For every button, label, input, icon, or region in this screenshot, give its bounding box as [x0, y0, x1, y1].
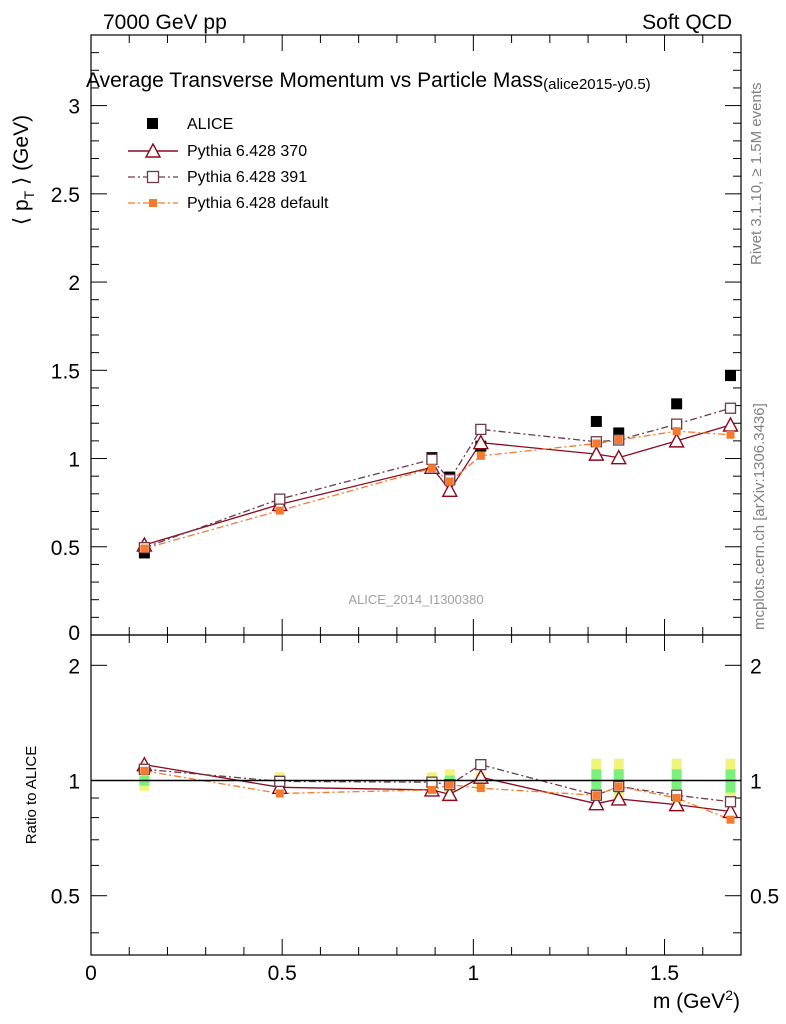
- ratio-point-pythia-391: [274, 775, 286, 787]
- plot-subtitle: (alice2015-y0.5): [543, 76, 651, 93]
- ratio-point-pythia-370: [610, 790, 627, 806]
- main-series-line-pythia-370: [144, 424, 731, 546]
- main-series-line-pythia-391: [144, 407, 731, 549]
- main-point-alice: [671, 398, 683, 410]
- main-y-tick-label: 2.5: [51, 184, 80, 207]
- main-point-pythia-391: [426, 453, 438, 466]
- main-y-tick-label: 2: [68, 272, 80, 295]
- legend-label-alice: ALICE: [187, 116, 233, 133]
- ratio-point-pythia-default: [140, 766, 149, 775]
- main-point-pythia-391: [724, 402, 737, 414]
- ratio-point-pythia-391: [426, 776, 438, 788]
- ratio-point-pythia-370: [441, 785, 458, 802]
- ratio-point-pythia-370: [588, 795, 605, 811]
- legend: ALICE Pythia 6.428 370 Pythia 6.428 391 …: [128, 116, 329, 212]
- main-point-alice: [590, 415, 602, 427]
- ratio-y-tick-label: 2: [68, 655, 80, 678]
- main-point-pythia-default: [726, 430, 735, 439]
- main-y-axis-label: ⟨ pT ⟩ (GeV): [10, 115, 37, 225]
- x-tick-label: 1: [468, 962, 480, 985]
- legend-label-default: Pythia 6.428 default: [187, 195, 329, 212]
- ratio-point-pythia-default: [427, 785, 436, 794]
- header-left: 7000 GeV pp: [103, 11, 227, 34]
- main-point-alice: [613, 427, 625, 439]
- main-point-pythia-default: [140, 544, 149, 553]
- ratio-y-tick-label-right: 2: [750, 655, 762, 678]
- analysis-watermark: ALICE_2014_I1300380: [348, 592, 483, 607]
- main-y-tick-label: 1.5: [51, 360, 80, 383]
- x-axis-label: m (GeV2): [653, 987, 740, 1013]
- main-y-tick-label: 3: [68, 96, 80, 119]
- main-point-pythia-default: [427, 464, 436, 473]
- ratio-point-pythia-391: [475, 759, 487, 771]
- legend-marker-alice: [147, 118, 158, 129]
- main-y-tick-label: 0.5: [51, 537, 80, 560]
- main-point-pythia-370: [722, 416, 739, 432]
- ratio-point-pythia-default: [672, 794, 681, 803]
- ratio-point-pythia-default: [275, 789, 284, 798]
- legend-marker-391: [146, 170, 160, 184]
- main-series-line-pythia-default: [144, 430, 731, 550]
- main-point-pythia-391: [274, 493, 286, 505]
- ratio-point-pythia-default: [445, 780, 454, 789]
- ratio-y-tick-label: 0.5: [51, 886, 80, 909]
- main-point-pythia-370: [610, 449, 627, 465]
- x-axis-label-sup: 2: [725, 987, 733, 1003]
- ratio-y-axis-label: Ratio to ALICE: [23, 746, 40, 844]
- legend-label-391: Pythia 6.428 391: [187, 169, 307, 186]
- legend-marker-370: [144, 142, 162, 158]
- ratio-y-tick-label: 1: [68, 771, 80, 794]
- main-y-axis-label-sub: T: [21, 190, 37, 199]
- main-y-axis-label-rest: ⟩ (GeV): [10, 115, 33, 191]
- x-axis-label-main: m (GeV: [653, 990, 725, 1013]
- main-point-pythia-default: [592, 439, 601, 448]
- main-point-pythia-default: [445, 477, 454, 486]
- header-right: Soft QCD: [642, 11, 732, 34]
- main-y-tick-label-zero: 0: [68, 622, 80, 645]
- main-y-axis-label-lead: ⟨ p: [10, 199, 33, 225]
- x-tick-label: 1.5: [650, 962, 679, 985]
- main-point-pythia-370: [588, 445, 605, 461]
- x-tick-label: 0: [85, 962, 97, 985]
- plot-title: Average Transverse Momentum vs Particle …: [86, 69, 651, 93]
- main-point-pythia-370: [441, 481, 458, 497]
- ratio-plot-frame: [90, 634, 742, 956]
- ratio-point-pythia-default: [592, 791, 601, 800]
- main-point-pythia-default: [275, 506, 284, 515]
- legend-marker-default: [149, 199, 157, 207]
- ratio-y-tick-label-right: 1: [750, 771, 762, 794]
- main-point-pythia-default: [476, 451, 485, 460]
- ratio-y-tick-label-right: 0.5: [750, 886, 779, 909]
- plot-title-main: Average Transverse Momentum vs Particle …: [86, 69, 543, 92]
- legend-label-370: Pythia 6.428 370: [187, 143, 307, 160]
- ratio-point-pythia-default: [614, 782, 623, 791]
- main-point-alice: [724, 370, 736, 382]
- ratio-point-pythia-391: [724, 796, 737, 808]
- main-point-pythia-370: [472, 434, 489, 450]
- main-point-pythia-default: [672, 427, 681, 436]
- ratio-series-line-pythia-391: [144, 763, 731, 803]
- rivet-version-label: Rivet 3.1.10, ≥ 1.5M events: [748, 83, 765, 266]
- x-axis-label-close: ): [733, 990, 740, 1013]
- main-y-tick-label: 1: [68, 449, 80, 472]
- x-tick-label: 0.5: [268, 962, 297, 985]
- mcplots-label: mcplots.cern.ch [arXiv:1306.3436]: [751, 403, 768, 630]
- ratio-point-pythia-default: [476, 784, 485, 793]
- ratio-point-pythia-370: [668, 796, 685, 812]
- main-point-pythia-391: [475, 423, 487, 436]
- main-point-pythia-default: [614, 436, 623, 444]
- ratio-point-pythia-default: [726, 815, 735, 824]
- main-point-pythia-370: [668, 432, 685, 448]
